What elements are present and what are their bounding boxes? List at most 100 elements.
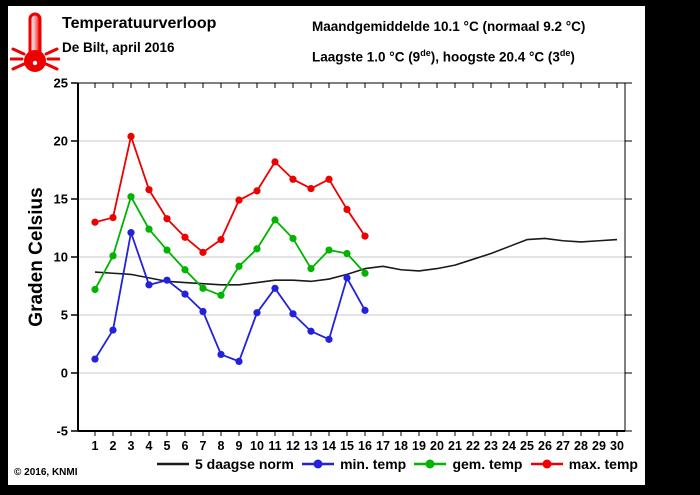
- data-point: [325, 175, 333, 183]
- data-point: [289, 175, 297, 183]
- chart-panel: Temperatuurverloop De Bilt, april 2016 M…: [6, 4, 647, 487]
- x-tick-label: 18: [394, 439, 408, 453]
- x-tick-label: 20: [430, 439, 444, 453]
- data-point: [325, 335, 333, 343]
- x-tick-label: 27: [556, 439, 570, 453]
- data-point: [217, 236, 225, 244]
- page-subtitle: De Bilt, april 2016: [62, 40, 175, 55]
- x-tick-label: 23: [484, 439, 498, 453]
- x-tick-label: 29: [592, 439, 606, 453]
- data-point: [253, 187, 261, 195]
- y-tick-label: 5: [61, 308, 68, 323]
- data-point: [361, 232, 369, 240]
- series--daagse-norm: [94, 237, 618, 286]
- legend: 5 daagse norm min. temp gem. temp max. t…: [156, 456, 638, 472]
- series-min-temp: [94, 231, 366, 363]
- legend-item-min-temp: min. temp: [301, 456, 406, 472]
- x-tick-label: 17: [376, 439, 390, 453]
- y-tick-label: 10: [54, 250, 68, 265]
- data-point: [235, 196, 243, 204]
- legend-label: 5 daagse norm: [195, 456, 294, 472]
- x-tick-label: 10: [250, 439, 264, 453]
- x-tick-label: 25: [520, 439, 534, 453]
- data-point: [181, 290, 189, 298]
- series-max-temp: [94, 135, 366, 254]
- copyright: © 2016, KNMI: [14, 467, 78, 478]
- data-point: [109, 326, 117, 334]
- data-point: [271, 216, 279, 224]
- data-point: [271, 158, 279, 166]
- x-tick-label: 1: [92, 439, 99, 453]
- max-temp-swatch: [530, 459, 563, 469]
- x-tick-label: 22: [466, 439, 480, 453]
- data-point: [199, 284, 207, 292]
- x-tick-label: 24: [502, 439, 516, 453]
- x-tick-label: 16: [358, 439, 372, 453]
- data-point: [307, 184, 315, 193]
- page-title: Temperatuurverloop: [62, 15, 217, 32]
- x-tick-label: 9: [236, 439, 243, 453]
- stats-month-average: Maandgemiddelde 10.1 °C (normaal 9.2 °C): [312, 19, 586, 34]
- data-point: [289, 234, 297, 243]
- stats-lowest-highest: Laagste 1.0 °C (9de), hoogste 20.4 °C (3…: [312, 48, 575, 65]
- x-tick-label: 11: [268, 439, 281, 453]
- data-point: [271, 284, 279, 292]
- x-tick-label: 6: [182, 439, 189, 453]
- data-point: [127, 193, 135, 201]
- gem-temp-swatch: [414, 459, 447, 469]
- x-tick-label: 2: [110, 439, 117, 453]
- data-point: [343, 205, 351, 214]
- norm-line-swatch: [157, 462, 189, 466]
- data-point: [91, 218, 99, 226]
- x-tick-label: 3: [128, 439, 135, 453]
- data-point: [163, 276, 171, 284]
- x-tick-label: 21: [448, 439, 462, 453]
- data-point: [235, 357, 243, 365]
- min-temp-swatch: [302, 459, 335, 469]
- data-point: [217, 350, 225, 359]
- hot-thermometer-icon: [9, 11, 61, 77]
- y-tick-label: 15: [54, 192, 68, 207]
- legend-item-norm: 5 daagse norm: [156, 456, 294, 472]
- x-tick-label: 7: [200, 439, 207, 453]
- data-point: [127, 229, 135, 237]
- data-point: [289, 310, 297, 318]
- y-tick-label: 20: [54, 134, 68, 149]
- data-point: [361, 269, 369, 277]
- x-tick-label: 19: [412, 439, 426, 453]
- data-point: [127, 132, 135, 140]
- stats-block: Maandgemiddelde 10.1 °C (normaal 9.2 °C)…: [312, 14, 642, 71]
- data-point: [145, 225, 153, 233]
- data-point: [199, 307, 207, 316]
- data-point: [307, 327, 315, 335]
- data-point: [217, 291, 225, 299]
- data-point: [163, 246, 171, 254]
- legend-label: min. temp: [340, 456, 407, 472]
- data-point: [235, 262, 243, 270]
- series-gem-temp: [94, 195, 366, 297]
- data-point: [199, 248, 207, 256]
- legend-label: max. temp: [568, 456, 638, 472]
- x-tick-label: 5: [164, 439, 171, 453]
- legend-item-gem-temp: gem. temp: [413, 456, 522, 472]
- data-point: [325, 246, 333, 254]
- data-point: [343, 249, 351, 258]
- x-tick-label: 26: [538, 439, 552, 453]
- data-point: [91, 355, 99, 363]
- data-point: [181, 233, 189, 241]
- x-tick-label: 13: [304, 439, 318, 453]
- data-point: [181, 266, 189, 274]
- x-tick-label: 30: [610, 439, 624, 453]
- data-point: [253, 309, 261, 317]
- y-tick-label: -5: [56, 424, 68, 439]
- data-point: [163, 215, 171, 223]
- data-point: [109, 252, 117, 260]
- x-tick-label: 28: [574, 439, 588, 453]
- legend-item-max-temp: max. temp: [530, 456, 638, 472]
- y-tick-label: 0: [61, 366, 68, 381]
- y-tick-label: 25: [54, 76, 68, 91]
- data-point: [343, 274, 351, 282]
- x-tick-label: 15: [340, 439, 354, 453]
- data-point: [307, 265, 315, 273]
- data-point: [145, 186, 153, 194]
